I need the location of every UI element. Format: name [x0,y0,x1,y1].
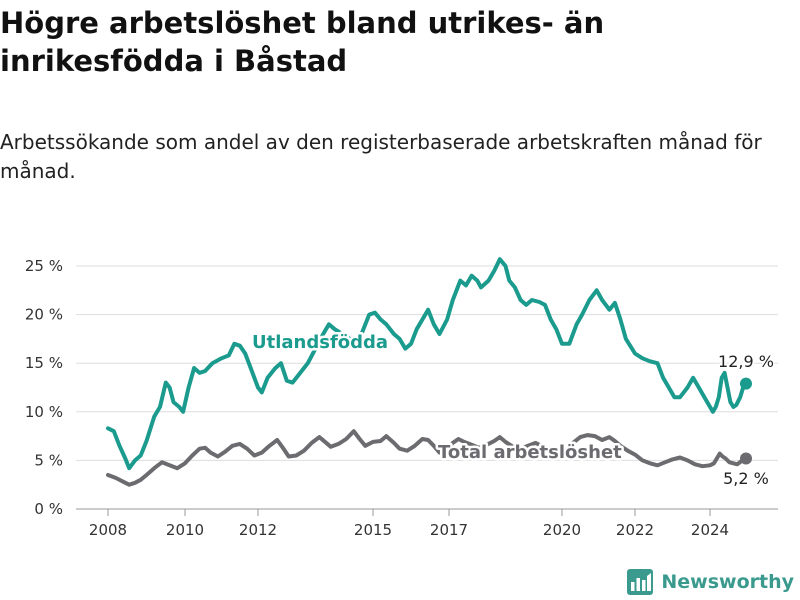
series-name-total-arbetsloshet: Total arbetslöshet [438,442,622,463]
y-tick-label: 15 % [25,354,63,372]
y-tick-label: 20 % [25,306,63,324]
end-value-label: 5,2 % [723,469,769,488]
end-point-utlandsfodda [740,377,752,390]
series-labels: Utlandsfödda Total arbetslöshet 12,9 % 5,2 … [250,330,776,491]
x-tick-label: 2008 [89,521,127,539]
end-value-label: 12,9 % [718,352,774,371]
y-tick-label: 10 % [25,403,63,421]
x-tick-label: 2012 [239,521,277,539]
series-name-utlandsfodda: Utlandsfödda [252,332,388,353]
x-tick-label: 2022 [616,521,654,539]
series-lines [106,257,752,487]
x-axis: 2008 2010 2012 2015 2017 2020 2022 2024 [89,509,729,539]
chart-subtitle: Arbetssökande som andel av den registerb… [0,130,762,183]
x-tick-label: 2010 [166,521,204,539]
x-tick-label: 2017 [430,521,468,539]
x-tick-label: 2020 [543,521,581,539]
y-tick-label: 5 % [34,451,63,469]
y-tick-label: 25 % [25,257,63,275]
end-point-total-arbetsloshet [740,452,752,465]
brand-name: Newsworthy [661,571,794,593]
y-tick-label: 0 % [34,500,63,518]
series-line-total-arbetsloshet [106,429,748,487]
gridlines [76,265,778,510]
series-line-utlandsfodda [106,257,748,471]
x-tick-label: 2015 [354,521,392,539]
newsworthy-logo: Newsworthy [627,569,794,595]
y-axis: 0 % 5 % 10 % 15 % 20 % 25 % [25,257,63,518]
newsworthy-logo-icon [627,569,654,595]
chart-title: Högre arbetslöshet bland utrikes- än inr… [0,6,605,78]
x-tick-label: 2024 [691,521,729,539]
